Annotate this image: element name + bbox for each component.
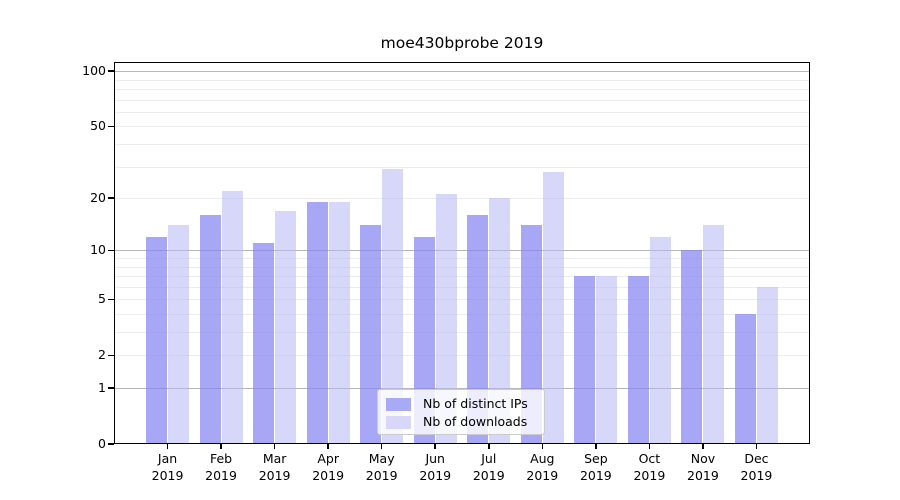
y-tick-mark xyxy=(108,197,114,199)
y-tick-label: 0 xyxy=(98,436,106,451)
minor-gridline xyxy=(114,299,810,301)
x-tick-mark xyxy=(755,444,758,449)
bar-distinct-ips xyxy=(360,225,382,444)
chart-title: moe430bprobe 2019 xyxy=(380,34,544,52)
legend-label-distinct-ips: Nb of distinct IPs xyxy=(423,396,528,411)
x-tick-mark xyxy=(541,444,544,449)
bar-distinct-ips xyxy=(734,314,756,444)
bar-distinct-ips xyxy=(306,202,328,444)
y-tick-mark xyxy=(108,70,114,72)
minor-gridline xyxy=(114,276,810,278)
bar-distinct-ips xyxy=(574,276,596,444)
bar-downloads xyxy=(275,210,297,444)
minor-gridline xyxy=(114,266,810,268)
x-tick-mark xyxy=(380,444,383,449)
minor-gridline xyxy=(114,111,810,113)
bar-downloads xyxy=(382,169,404,444)
bar-downloads xyxy=(168,225,190,444)
bar-distinct-ips xyxy=(627,276,649,444)
x-tick-mark xyxy=(648,444,651,449)
y-tick-mark xyxy=(108,125,114,128)
y-tick-label: 5 xyxy=(98,291,106,307)
y-tick-mark xyxy=(108,298,114,300)
y-tick-label: 2 xyxy=(98,347,106,363)
legend: Nb of distinct IPs Nb of downloads xyxy=(377,389,545,435)
bar-downloads xyxy=(756,286,778,444)
legend-label-downloads: Nb of downloads xyxy=(423,414,528,429)
bar-downloads xyxy=(435,194,457,444)
x-tick-label: Mar 2019 xyxy=(258,451,291,483)
x-tick-mark xyxy=(488,444,490,449)
minor-gridline xyxy=(114,198,810,200)
bar-distinct-ips xyxy=(199,215,221,444)
bar-downloads xyxy=(489,198,511,444)
x-tick-label: Oct 2019 xyxy=(633,451,666,483)
y-tick-mark xyxy=(108,354,114,356)
y-tick-mark xyxy=(108,443,114,445)
x-tick-mark xyxy=(327,444,329,449)
bar-downloads xyxy=(542,172,564,444)
x-tick-label: Apr 2019 xyxy=(312,451,345,483)
y-tick-mark xyxy=(108,387,114,389)
legend-item-downloads: Nb of downloads xyxy=(386,413,536,431)
bar-downloads xyxy=(703,225,725,444)
bar-distinct-ips xyxy=(681,250,703,444)
major-gridline xyxy=(114,71,810,73)
x-tick-label: Jun 2019 xyxy=(419,451,452,483)
minor-gridline xyxy=(114,126,810,128)
bar-distinct-ips xyxy=(146,236,168,444)
y-tick-mark xyxy=(108,249,114,252)
bar-downloads xyxy=(596,276,618,444)
minor-gridline xyxy=(114,144,810,146)
x-tick-label: Aug 2019 xyxy=(526,451,559,483)
y-tick-label: 10 xyxy=(90,242,106,258)
legend-swatch-downloads xyxy=(386,415,411,429)
x-tick-label: Dec 2019 xyxy=(740,451,773,483)
bar-downloads xyxy=(221,190,243,444)
minor-gridline xyxy=(114,89,810,91)
x-tick-label: Nov 2019 xyxy=(687,451,719,483)
x-tick-mark xyxy=(434,444,436,449)
bar-downloads xyxy=(649,236,671,444)
x-tick-mark xyxy=(273,444,276,449)
major-gridline xyxy=(114,250,810,252)
major-gridline xyxy=(114,388,810,389)
x-tick-label: Sep 2019 xyxy=(579,451,612,483)
x-tick-mark xyxy=(166,444,169,449)
y-tick-label: 1 xyxy=(98,380,106,395)
plot-area xyxy=(114,62,810,444)
x-tick-label: Jul 2019 xyxy=(472,451,505,483)
y-tick-label: 50 xyxy=(90,118,106,134)
bar-downloads xyxy=(328,202,350,444)
minor-gridline xyxy=(114,258,810,259)
minor-gridline xyxy=(114,332,810,334)
x-tick-mark xyxy=(595,444,597,449)
x-tick-label: Jan 2019 xyxy=(151,451,184,483)
bar-distinct-ips xyxy=(467,215,489,444)
x-tick-mark xyxy=(220,444,222,449)
minor-gridline xyxy=(114,166,810,168)
y-tick-label: 20 xyxy=(90,190,106,206)
y-tick-label: 100 xyxy=(82,63,106,79)
legend-swatch-distinct-ips xyxy=(386,397,411,411)
minor-gridline xyxy=(114,355,810,357)
bar-distinct-ips xyxy=(253,243,275,444)
x-tick-label: May 2019 xyxy=(365,451,398,483)
minor-gridline xyxy=(114,286,810,288)
minor-gridline xyxy=(114,99,810,101)
minor-gridline xyxy=(114,79,810,81)
legend-item-distinct-ips: Nb of distinct IPs xyxy=(386,395,536,413)
x-tick-label: Feb 2019 xyxy=(205,451,237,483)
x-tick-mark xyxy=(702,444,704,449)
minor-gridline xyxy=(114,313,810,315)
